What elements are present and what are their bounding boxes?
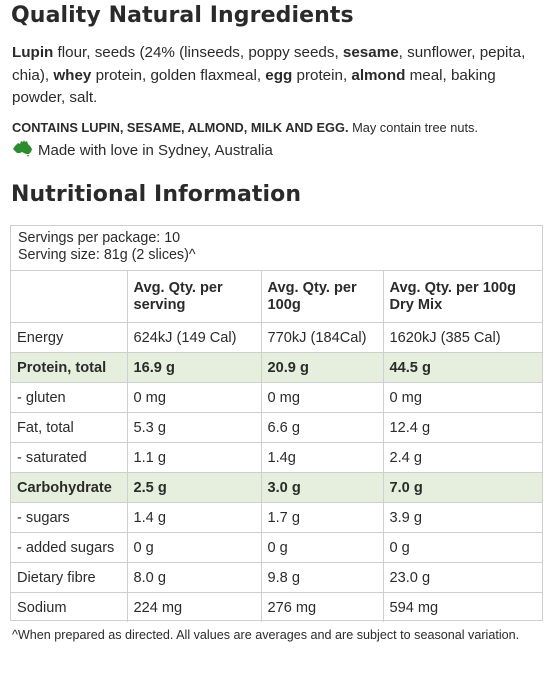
- nutrient-value: 0 mg: [260, 382, 384, 413]
- nutrient-label: - added sugars: [11, 532, 128, 563]
- serving-size: Serving size: 81g (2 slices)^: [18, 247, 196, 263]
- nutrient-value: 2.4 g: [382, 442, 542, 473]
- nutrient-value: 0 g: [126, 532, 262, 563]
- nutrient-value: 0 mg: [126, 382, 262, 413]
- column-header: [11, 270, 128, 323]
- nutrition-row: - sugars 1.4 g 1.7 g 3.9 g: [11, 502, 542, 533]
- nutrition-row: Carbohydrate 2.5 g 3.0 g 7.0 g: [11, 472, 542, 503]
- nutrient-value: 12.4 g: [382, 412, 542, 443]
- nutrient-label: - saturated: [11, 442, 128, 473]
- allergen-ingredient: Lupin: [12, 44, 54, 61]
- nutrition-row: Sodium 224 mg 276 mg 594 mg: [11, 592, 542, 622]
- nutrition-row: Energy 624kJ (149 Cal) 770kJ (184Cal) 1620k…: [11, 322, 542, 353]
- australia-map-icon: [12, 139, 38, 163]
- nutrient-value: 1.7 g: [260, 502, 384, 533]
- nutrient-value: 5.3 g: [126, 412, 262, 443]
- nutrient-value: 0 mg: [382, 382, 542, 413]
- nutrition-row: - gluten 0 mg 0 mg 0 mg: [11, 382, 542, 413]
- ingredient-text: meal, baking powder, salt.: [12, 66, 496, 107]
- nutrient-value: 0 g: [382, 532, 542, 563]
- nutrient-value: 9.8 g: [260, 562, 384, 593]
- ingredients-list: Lupin flour, seeds (24% (linseeds, poppy…: [12, 42, 542, 110]
- nutrient-value: 44.5 g: [382, 352, 542, 383]
- servings-per-package: Servings per package: 10: [18, 230, 181, 246]
- nutrition-row: Dietary fibre 8.0 g 9.8 g 23.0 g: [11, 562, 542, 593]
- nutrient-value: 20.9 g: [260, 352, 384, 383]
- allergen-ingredient: egg: [265, 66, 293, 84]
- nutrition-table: Avg. Qty. per serving Avg. Qty. per 100g…: [11, 270, 542, 622]
- allergen-ingredient: sesame: [342, 44, 399, 61]
- nutrition-row: - saturated 1.1 g 1.4g 2.4 g: [11, 442, 542, 473]
- ingredient-text: flour, seeds (24% (linseeds, poppy seeds…: [53, 44, 343, 61]
- allergen-ingredient: almond: [351, 66, 406, 84]
- nutrient-value: 1.1 g: [126, 442, 262, 473]
- ingredient-text: protein,: [292, 66, 352, 84]
- nutrient-value: 0 g: [260, 532, 384, 563]
- column-header: Avg. Qty. per serving: [126, 270, 262, 323]
- nutrient-label: Dietary fibre: [11, 562, 128, 593]
- nutrient-label: Fat, total: [11, 412, 128, 443]
- allergen-ingredient: whey: [53, 66, 92, 84]
- nutrient-value: 23.0 g: [382, 562, 542, 593]
- ingredient-text: , sunflower, pepita, chia),: [12, 44, 526, 84]
- nutrient-value: 1.4g: [260, 442, 384, 473]
- nutrient-label: Energy: [11, 322, 128, 353]
- nutrient-value: 1620kJ (385 Cal): [382, 322, 542, 353]
- nutrient-label: Protein, total: [11, 352, 128, 383]
- nutrient-value: 2.5 g: [126, 472, 262, 503]
- nutrition-header-row: Avg. Qty. per serving Avg. Qty. per 100g…: [11, 270, 542, 323]
- made-in-text: Made with love in Sydney, Australia: [38, 142, 273, 159]
- nutrient-value: 6.6 g: [260, 412, 384, 443]
- nutrient-value: 594 mg: [382, 592, 542, 622]
- nutrient-value: 3.9 g: [382, 502, 542, 533]
- nutrient-value: 8.0 g: [126, 562, 262, 593]
- nutrient-value: 7.0 g: [382, 472, 542, 503]
- nutrient-label: - gluten: [11, 382, 128, 413]
- nutrient-value: 16.9 g: [126, 352, 262, 383]
- made-in-line: Made with love in Sydney, Australia: [12, 139, 273, 163]
- column-header: Avg. Qty. per 100g: [260, 270, 384, 323]
- footnote: ^When prepared as directed. All values a…: [12, 628, 520, 642]
- nutrient-value: 770kJ (184Cal): [260, 322, 384, 353]
- allergen-statement: CONTAINS LUPIN, SESAME, ALMOND, MILK AND…: [12, 119, 542, 137]
- nutrient-value: 276 mg: [260, 592, 384, 622]
- nutrition-heading: Nutritional Information: [11, 182, 302, 207]
- nutrition-row: Protein, total 16.9 g 20.9 g 44.5 g: [11, 352, 542, 383]
- nutrient-value: 3.0 g: [260, 472, 384, 503]
- ingredient-text: protein, golden flaxmeal,: [91, 66, 266, 84]
- nutrition-panel: Servings per package: 10 Serving size: 8…: [10, 225, 543, 622]
- nutrient-value: 224 mg: [126, 592, 262, 622]
- column-header: Avg. Qty. per 100g Dry Mix: [382, 270, 542, 323]
- nutrient-value: 624kJ (149 Cal): [126, 322, 262, 353]
- nutrient-label: - sugars: [11, 502, 128, 533]
- nutrient-value: 1.4 g: [126, 502, 262, 533]
- nutrient-label: Sodium: [11, 592, 128, 622]
- ingredients-heading: Quality Natural Ingredients: [11, 3, 354, 28]
- allergen-may-contain: May contain tree nuts.: [348, 120, 478, 135]
- allergen-contains: CONTAINS LUPIN, SESAME, ALMOND, MILK AND…: [12, 120, 349, 135]
- nutrition-row: Fat, total 5.3 g 6.6 g 12.4 g: [11, 412, 542, 443]
- nutrient-label: Carbohydrate: [11, 472, 128, 503]
- serving-info: Servings per package: 10 Serving size: 8…: [18, 230, 196, 264]
